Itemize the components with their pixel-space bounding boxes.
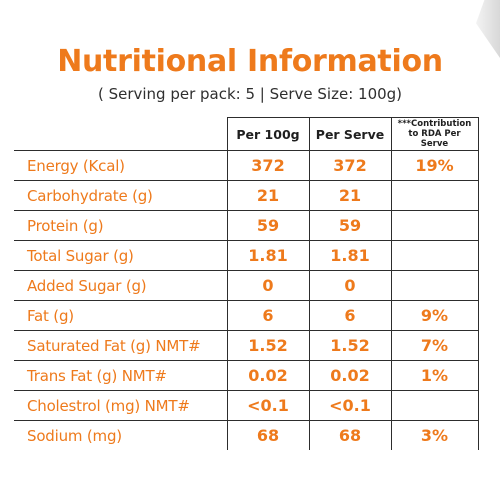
nutrient-label: Trans Fat (g) NMT# (14, 360, 228, 391)
table-row: Trans Fat (g) NMT# 0.02 0.02 1% (14, 360, 479, 391)
table-row: Saturated Fat (g) NMT# 1.52 1.52 7% (14, 330, 479, 361)
rda-value: 9% (390, 300, 479, 331)
per-100g-value: 68 (226, 420, 310, 450)
nutrient-label: Carbohydrate (g) (14, 180, 228, 211)
page-title: Nutritional Information (57, 44, 443, 79)
nutrient-label: Added Sugar (g) (14, 270, 228, 301)
per-serve-value: 1.81 (308, 240, 392, 271)
table-row: Fat (g) 6 6 9% (14, 300, 479, 331)
rda-value (390, 270, 479, 301)
header-rda: ***Contribution to RDA Per Serve (390, 117, 479, 151)
nutrition-table: Per 100g Per Serve ***Contribution to RD… (14, 117, 479, 450)
table-row: Carbohydrate (g) 21 21 (14, 180, 479, 211)
per-100g-value: 21 (226, 180, 310, 211)
rda-value (390, 390, 479, 421)
per-serve-value: 6 (308, 300, 392, 331)
nutrient-label: Cholestrol (mg) NMT# (14, 390, 228, 421)
nutrient-label: Fat (g) (14, 300, 228, 331)
table-row: Total Sugar (g) 1.81 1.81 (14, 240, 479, 271)
per-100g-value: <0.1 (226, 390, 310, 421)
nutrient-label: Total Sugar (g) (14, 240, 228, 271)
per-100g-value: 372 (226, 150, 310, 181)
rda-value: 19% (390, 150, 479, 181)
nutrient-label: Saturated Fat (g) NMT# (14, 330, 228, 361)
rda-value (390, 180, 479, 211)
nutrient-label: Sodium (mg) (14, 420, 228, 450)
table-row: Sodium (mg) 68 68 3% (14, 420, 479, 450)
per-serve-value: 0.02 (308, 360, 392, 391)
per-serve-value: 0 (308, 270, 392, 301)
table-row: Energy (Kcal) 372 372 19% (14, 150, 479, 181)
table-row: Protein (g) 59 59 (14, 210, 479, 241)
rda-value: 7% (390, 330, 479, 361)
per-serve-value: 372 (308, 150, 392, 181)
rda-value (390, 240, 479, 271)
nutrient-label: Protein (g) (14, 210, 228, 241)
per-serve-value: <0.1 (308, 390, 392, 421)
rda-value: 3% (390, 420, 479, 450)
nutrient-label: Energy (Kcal) (14, 150, 228, 181)
per-100g-value: 0 (226, 270, 310, 301)
header-blank-cell (14, 117, 228, 151)
rda-value: 1% (390, 360, 479, 391)
table-row: Added Sugar (g) 0 0 (14, 270, 479, 301)
rda-value (390, 210, 479, 241)
serving-info: ( Serving per pack: 5 | Serve Size: 100g… (97, 85, 403, 103)
per-serve-value: 59 (308, 210, 392, 241)
table-row: Cholestrol (mg) NMT# <0.1 <0.1 (14, 390, 479, 421)
per-100g-value: 0.02 (226, 360, 310, 391)
per-serve-value: 1.52 (308, 330, 392, 361)
per-100g-value: 1.52 (226, 330, 310, 361)
per-serve-value: 68 (308, 420, 392, 450)
per-serve-value: 21 (308, 180, 392, 211)
per-100g-value: 1.81 (226, 240, 310, 271)
header-per-100g: Per 100g (226, 117, 310, 151)
table-header-row: Per 100g Per Serve ***Contribution to RD… (14, 117, 479, 151)
per-100g-value: 6 (226, 300, 310, 331)
header-per-serve: Per Serve (308, 117, 392, 151)
per-100g-value: 59 (226, 210, 310, 241)
